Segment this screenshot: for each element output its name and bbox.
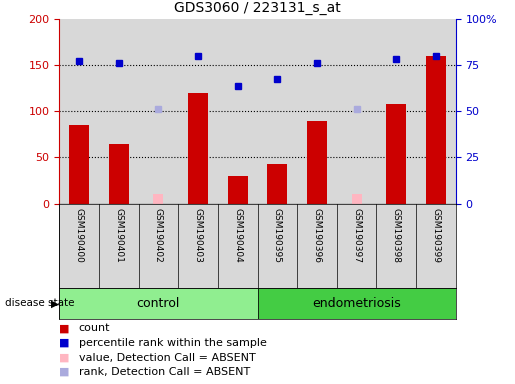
Text: GSM190404: GSM190404 <box>233 208 242 263</box>
Bar <box>69 125 89 204</box>
Text: ■: ■ <box>59 338 70 348</box>
Bar <box>258 288 456 319</box>
Text: ■: ■ <box>59 367 70 377</box>
Text: GSM190397: GSM190397 <box>352 208 361 263</box>
Text: GSM190396: GSM190396 <box>313 208 321 263</box>
Bar <box>307 121 327 204</box>
Title: GDS3060 / 223131_s_at: GDS3060 / 223131_s_at <box>174 2 341 15</box>
Text: ■: ■ <box>59 353 70 362</box>
Text: ▶: ▶ <box>50 298 59 308</box>
Text: control: control <box>136 297 180 310</box>
Bar <box>352 194 362 204</box>
Text: GSM190403: GSM190403 <box>194 208 202 263</box>
Text: percentile rank within the sample: percentile rank within the sample <box>79 338 267 348</box>
Bar <box>426 56 446 204</box>
Bar <box>109 144 129 204</box>
Bar <box>386 104 406 204</box>
Text: ■: ■ <box>59 323 70 333</box>
Text: value, Detection Call = ABSENT: value, Detection Call = ABSENT <box>79 353 255 362</box>
Text: GSM190401: GSM190401 <box>114 208 123 263</box>
Text: count: count <box>79 323 110 333</box>
Bar <box>267 164 287 204</box>
Text: disease state: disease state <box>5 298 75 308</box>
Text: endometriosis: endometriosis <box>312 297 401 310</box>
Bar <box>153 194 163 204</box>
Text: GSM190402: GSM190402 <box>154 208 163 263</box>
Bar <box>188 93 208 204</box>
Text: GSM190400: GSM190400 <box>75 208 83 263</box>
Text: rank, Detection Call = ABSENT: rank, Detection Call = ABSENT <box>79 367 250 377</box>
Text: GSM190395: GSM190395 <box>273 208 282 263</box>
Bar <box>59 288 258 319</box>
Bar <box>228 176 248 204</box>
Text: GSM190399: GSM190399 <box>432 208 440 263</box>
Text: GSM190398: GSM190398 <box>392 208 401 263</box>
